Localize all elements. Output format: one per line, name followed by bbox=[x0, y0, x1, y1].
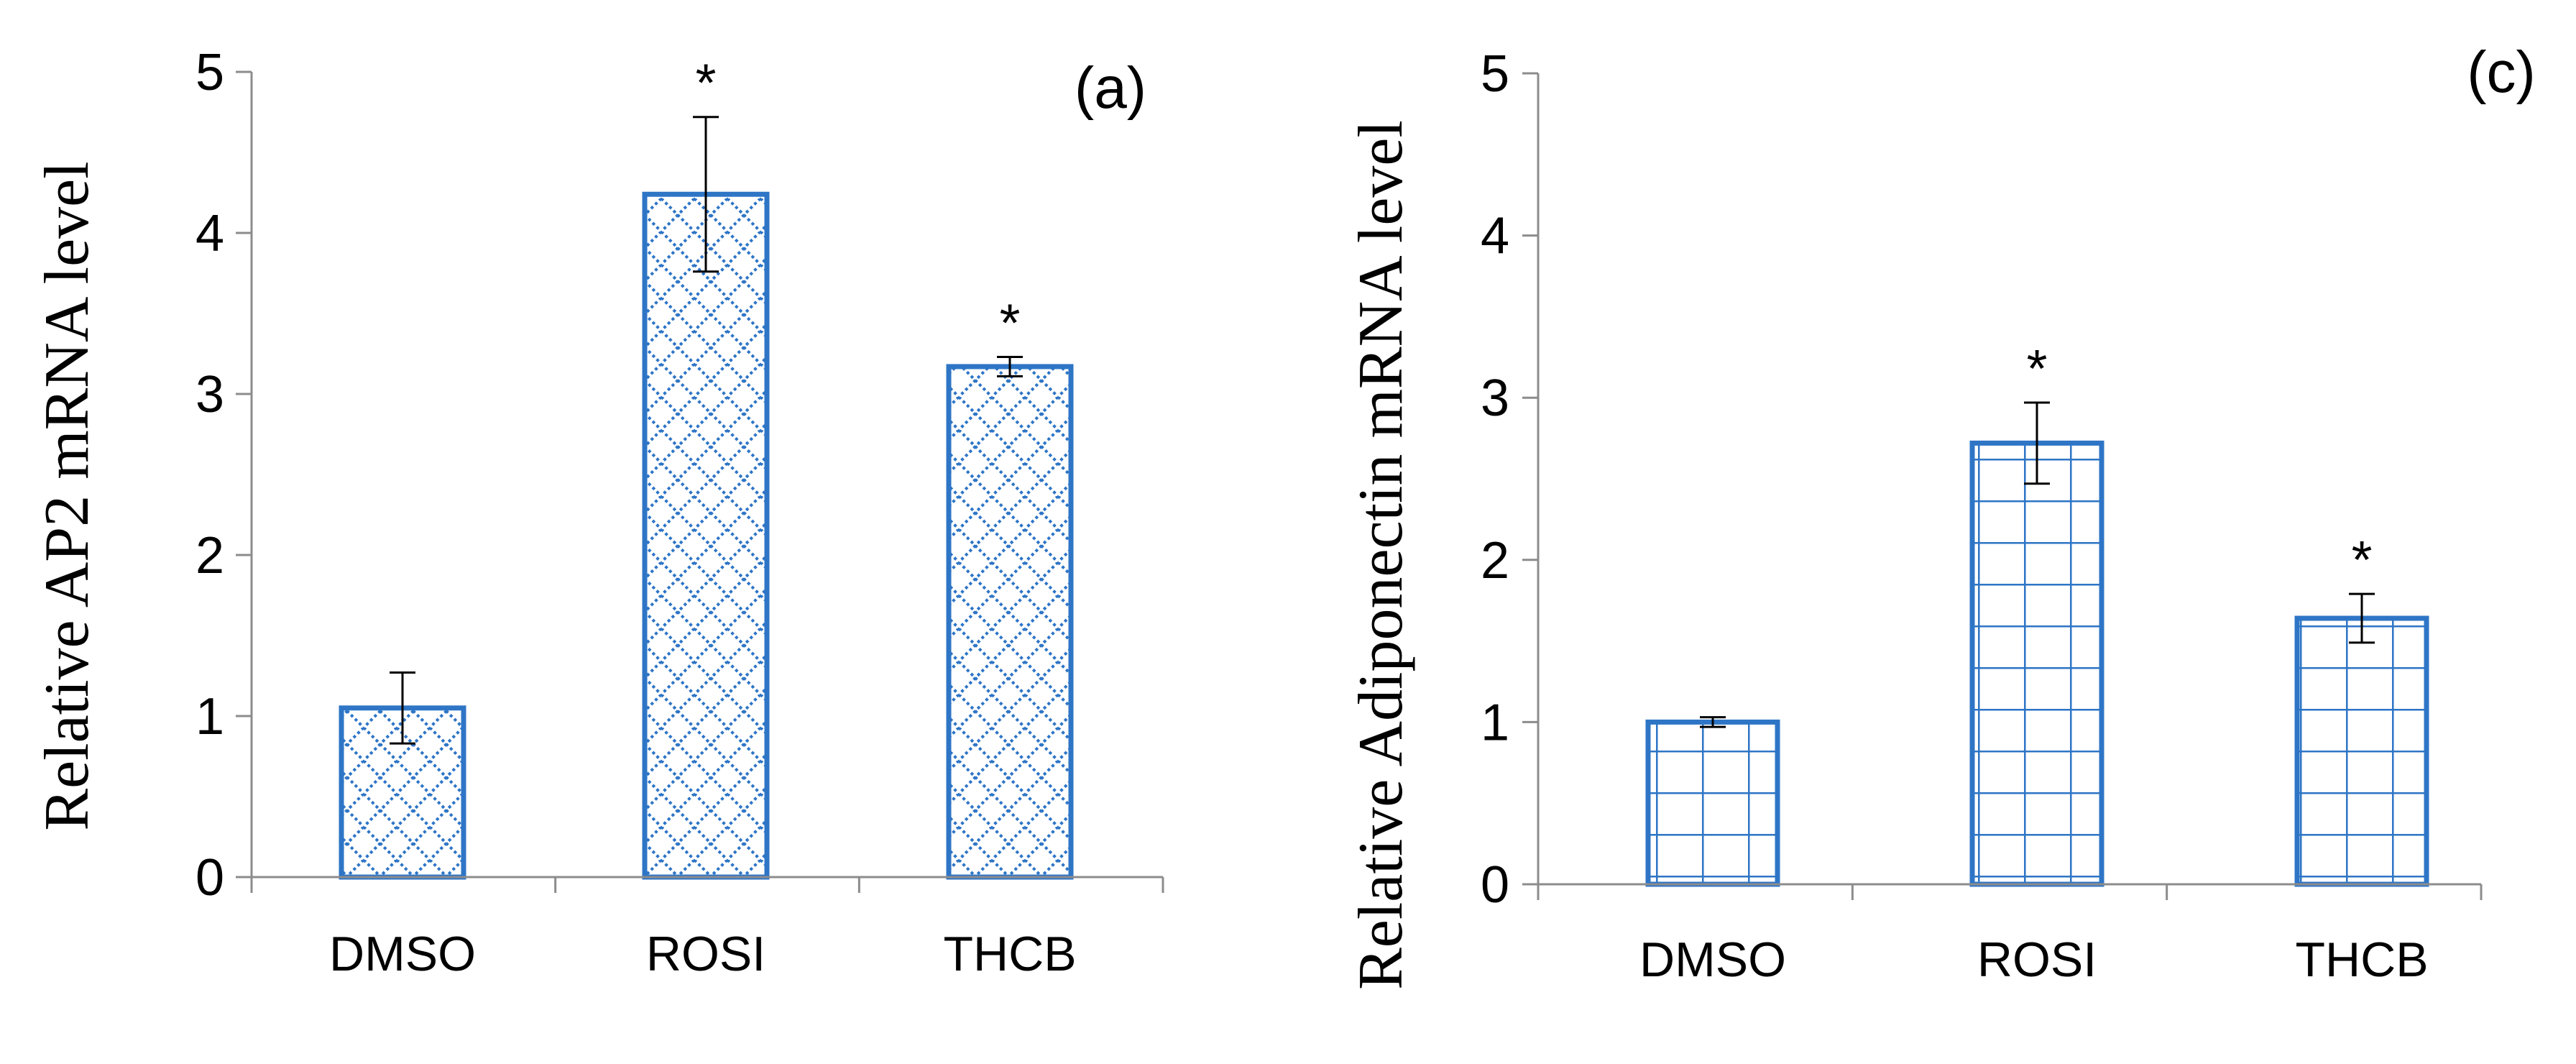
bar-thcb bbox=[2294, 615, 2429, 887]
bar-rosi bbox=[1969, 440, 2104, 887]
y-tick-label: 1 bbox=[1481, 694, 1509, 751]
bar-series-panel-a: ** bbox=[339, 53, 1074, 880]
y-axis-label-c: Relative Adiponectin mRNA level bbox=[1346, 120, 1416, 990]
bar-series-panel-c: ** bbox=[1645, 339, 2429, 887]
x-tick-label-dmso: DMSO bbox=[1639, 932, 1786, 987]
significance-marker: * bbox=[696, 53, 717, 113]
bar-thcb bbox=[946, 364, 1074, 880]
significance-marker: * bbox=[2352, 530, 2373, 590]
panel-label-c: (c) bbox=[2467, 40, 2536, 105]
x-tick-label-rosi: ROSI bbox=[1977, 932, 2097, 987]
y-tick-label: 0 bbox=[196, 849, 224, 907]
x-tick-label-dmso: DMSO bbox=[329, 927, 476, 981]
axes-panel-c bbox=[1522, 72, 2483, 900]
y-tick-label: 5 bbox=[196, 44, 224, 101]
y-tick-label: 3 bbox=[1481, 370, 1509, 427]
error-bar-thcb bbox=[2349, 592, 2375, 644]
error-bar-rosi bbox=[2024, 401, 2050, 485]
significance-marker: * bbox=[2027, 339, 2048, 398]
y-tick-label: 4 bbox=[196, 205, 224, 262]
error-bar-dmso bbox=[390, 671, 415, 745]
y-axis-label-a: Relative AP2 mRNA level bbox=[32, 161, 102, 830]
x-tick-label-thcb: THCB bbox=[2295, 932, 2428, 987]
tick-labels-panel-a: 0 1 2 3 4 5 DMSO ROSI THCB bbox=[196, 44, 1077, 981]
axes-panel-a bbox=[236, 70, 1164, 893]
y-tick-label: 1 bbox=[196, 688, 224, 746]
y-tick-label: 2 bbox=[196, 527, 224, 584]
x-tick-label-rosi: ROSI bbox=[646, 927, 765, 981]
panel-label-a: (a) bbox=[1075, 55, 1146, 121]
y-tick-label: 5 bbox=[1481, 45, 1509, 103]
y-tick-label: 0 bbox=[1481, 856, 1509, 914]
y-tick-label: 2 bbox=[1481, 532, 1509, 590]
tick-labels-panel-c: 0 1 2 3 4 5 DMSO ROSI THCB bbox=[1481, 45, 2429, 987]
y-tick-label: 4 bbox=[1481, 208, 1509, 265]
x-tick-label-thcb: THCB bbox=[943, 927, 1076, 981]
error-bar-dmso bbox=[1700, 716, 1726, 728]
error-bar-thcb bbox=[997, 355, 1023, 377]
error-bar-rosi bbox=[693, 116, 719, 273]
bar-rosi bbox=[642, 191, 770, 880]
bar-dmso bbox=[1645, 719, 1780, 887]
significance-marker: * bbox=[1000, 293, 1021, 352]
y-tick-label: 3 bbox=[196, 366, 224, 423]
